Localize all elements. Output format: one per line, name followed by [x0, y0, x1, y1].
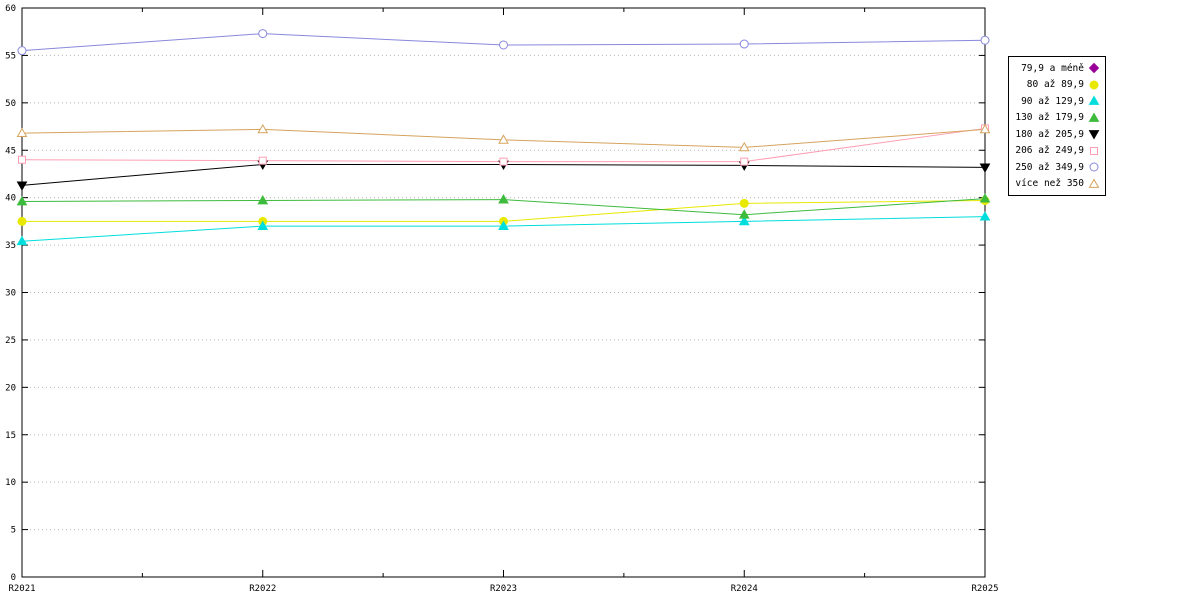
svg-text:10: 10: [5, 478, 16, 488]
legend-item-label: 180 až 205,9: [1015, 128, 1084, 140]
svg-text:R2025: R2025: [971, 584, 998, 594]
legend-item-label: více než 350: [1015, 178, 1084, 190]
legend-item-label: 206 až 249,9: [1015, 145, 1084, 157]
svg-text:0: 0: [11, 573, 16, 583]
svg-text:R2024: R2024: [731, 584, 758, 594]
legend-item: 90 až 129,9: [1013, 93, 1101, 110]
legend-item: 80 až 89,9: [1013, 77, 1101, 94]
circle-open-icon: [1087, 161, 1101, 173]
svg-text:R2021: R2021: [8, 584, 35, 594]
legend-item-label: 90 až 129,9: [1021, 95, 1084, 107]
svg-text:30: 30: [5, 289, 16, 299]
square-open-icon: [1087, 145, 1101, 157]
legend-item: více než 350: [1013, 176, 1101, 193]
legend-item: 79,9 a méně: [1013, 60, 1101, 77]
legend-item: 180 až 205,9: [1013, 126, 1101, 143]
legend-item: 130 až 179,9: [1013, 110, 1101, 127]
svg-text:15: 15: [5, 431, 16, 441]
svg-text:45: 45: [5, 146, 16, 156]
svg-text:5: 5: [11, 526, 16, 536]
triangle-down-filled-icon: [1087, 128, 1101, 140]
svg-text:R2022: R2022: [249, 584, 276, 594]
legend-item-label: 130 až 179,9: [1015, 112, 1084, 124]
svg-text:25: 25: [5, 336, 16, 346]
legend-item-label: 250 až 349,9: [1015, 161, 1084, 173]
svg-text:50: 50: [5, 99, 16, 109]
svg-text:40: 40: [5, 194, 16, 204]
svg-text:20: 20: [5, 383, 16, 393]
svg-text:60: 60: [5, 4, 16, 14]
diamond-filled-icon: [1087, 62, 1101, 74]
chart-legend: 79,9 a méně 80 až 89,9 90 až 129,9 130 až 1…: [1008, 56, 1106, 196]
legend-item-label: 79,9 a méně: [1021, 62, 1084, 74]
svg-text:35: 35: [5, 241, 16, 251]
circle-filled-icon: [1087, 79, 1101, 91]
legend-item-label: 80 až 89,9: [1026, 79, 1084, 91]
svg-text:55: 55: [5, 51, 16, 61]
triangle-filled-icon: [1087, 95, 1101, 107]
svg-text:R2023: R2023: [490, 584, 517, 594]
triangle-filled-icon: [1087, 112, 1101, 124]
legend-item: 250 až 349,9: [1013, 159, 1101, 176]
triangle-open-icon: [1087, 178, 1101, 190]
legend-item: 206 až 249,9: [1013, 143, 1101, 160]
